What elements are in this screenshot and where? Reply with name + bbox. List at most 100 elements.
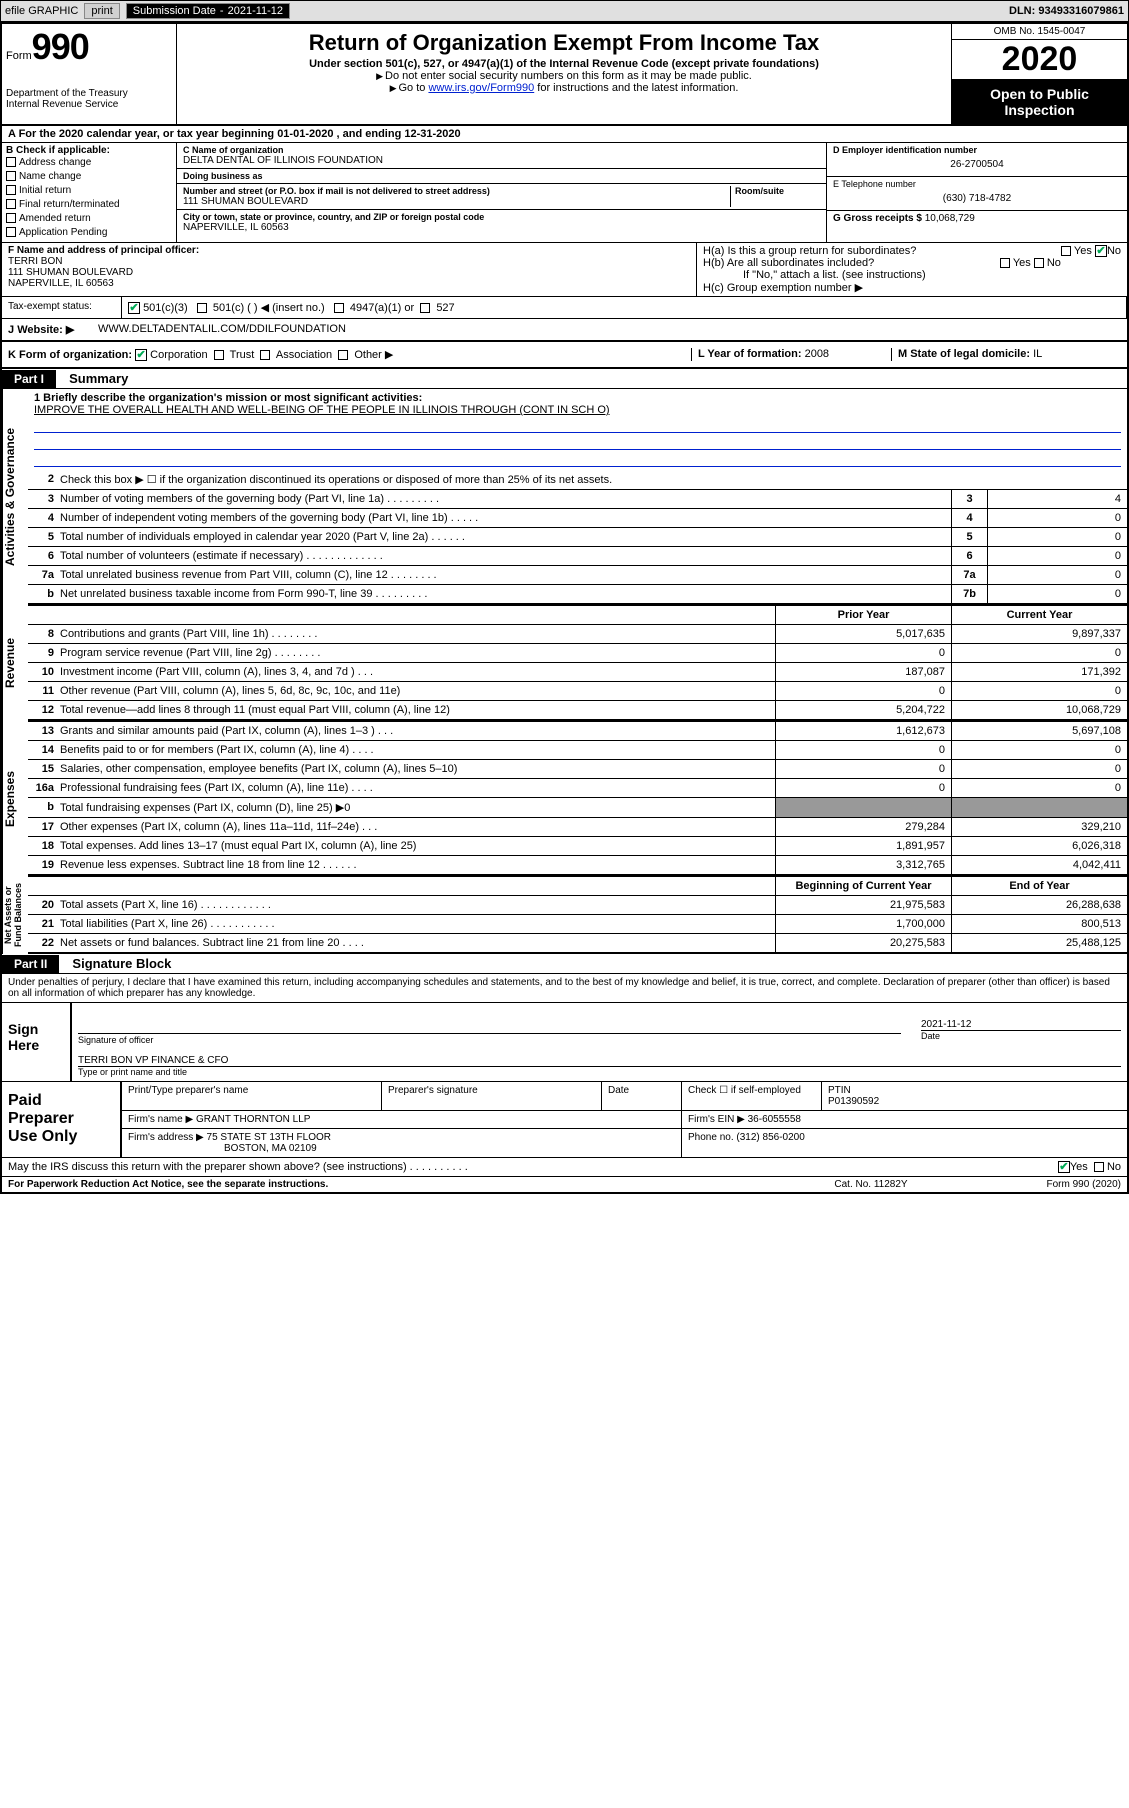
form-header: Form990 Department of the Treasury Inter… [2,24,1127,126]
part2-title: Signature Block [62,954,181,973]
vlabel-revenue: Revenue [2,605,28,721]
section-bcdeg: B Check if applicable: Address change Na… [2,143,1127,243]
sign-here-block: Sign Here Signature of officer 2021-11-1… [2,1003,1127,1081]
sec-revenue: Revenue Prior Year Current Year 8Contrib… [2,605,1127,721]
c-city-value: NAPERVILLE, IL 60563 [183,222,820,233]
gov-line-2: 2Check this box ▶ ☐ if the organization … [28,470,1127,489]
line-20: 20Total assets (Part X, line 16) . . . .… [28,895,1127,914]
l-year: L Year of formation: 2008 [691,348,891,361]
g-gross-value: 10,068,729 [925,213,975,224]
discuss-text: May the IRS discuss this return with the… [8,1161,1058,1173]
signature-line[interactable]: Signature of officer [78,1033,901,1045]
mission-text: IMPROVE THE OVERALL HEALTH AND WELL-BEIN… [34,404,1121,416]
line-18: 18Total expenses. Add lines 13–17 (must … [28,836,1127,855]
discuss-row: May the IRS discuss this return with the… [2,1157,1127,1176]
note-ssn: Do not enter social security numbers on … [183,70,945,82]
line-8: 8Contributions and grants (Part VIII, li… [28,624,1127,643]
line-16a: 16aProfessional fundraising fees (Part I… [28,778,1127,797]
print-button[interactable]: print [84,3,119,19]
line-10: 10Investment income (Part VIII, column (… [28,662,1127,681]
d-ein-value: 26-2700504 [833,155,1121,174]
firm-addr1: 75 STATE ST 13TH FLOOR [207,1132,331,1143]
c-dba-label: Doing business as [183,171,820,181]
form-body: Form990 Department of the Treasury Inter… [0,22,1129,1194]
header-center: Return of Organization Exempt From Incom… [177,24,952,124]
f-addr2: NAPERVILLE, IL 60563 [8,278,690,289]
line-12: 12Total revenue—add lines 8 through 11 (… [28,700,1127,719]
firm-name-value: GRANT THORNTON LLP [196,1114,310,1125]
e-phone-value: (630) 718-4782 [833,189,1121,208]
line-11: 11Other revenue (Part VIII, column (A), … [28,681,1127,700]
gov-line-6: 6Total number of volunteers (estimate if… [28,546,1127,565]
part2-badge: Part II [2,955,59,973]
vlabel-governance: Activities & Governance [2,389,28,605]
firm-ein-label: Firm's EIN ▶ [688,1114,745,1125]
line-14: 14Benefits paid to or for members (Part … [28,740,1127,759]
b-opt-amended[interactable]: Amended return [6,212,172,226]
tax-year: 2020 [952,40,1127,80]
line1-mission: 1 Briefly describe the organization's mi… [28,389,1127,470]
top-toolbar: efile GRAPHIC print Submission Date - 20… [0,0,1129,22]
firm-addr-label: Firm's address ▶ [128,1132,204,1143]
c-name-label: C Name of organization [183,145,820,155]
open-public-badge: Open to Public Inspection [952,80,1127,124]
f-label: F Name and address of principal officer: [8,245,690,256]
sig-date-value: 2021-11-12 [921,1019,1121,1030]
j-value: WWW.DELTADENTALIL.COM/DDILFOUNDATION [98,323,1121,336]
sig-date-label: Date [921,1030,1121,1041]
section-i: Tax-exempt status: ✔ 501(c)(3) 501(c) ( … [2,297,1127,319]
h-b: H(b) Are all subordinates included? Yes … [703,257,1121,269]
h-c: H(c) Group exemption number ▶ [703,281,1121,294]
c-room-label: Room/suite [735,186,820,196]
b-opt-final[interactable]: Final return/terminated [6,198,172,212]
line-9: 9Program service revenue (Part VIII, lin… [28,643,1127,662]
rev-col-headers: Prior Year Current Year [28,605,1127,624]
section-deg: D Employer identification number 26-2700… [827,143,1127,242]
period-line: A For the 2020 calendar year, or tax yea… [2,126,1127,143]
prep-date-label: Date [602,1082,682,1110]
prep-print-label: Print/Type preparer's name [122,1082,382,1110]
c-street-label: Number and street (or P.O. box if mail i… [183,186,730,196]
check-501c3-icon: ✔ [128,302,140,314]
irs-link[interactable]: www.irs.gov/Form990 [428,82,534,94]
b-opt-name[interactable]: Name change [6,170,172,184]
line-17: 17Other expenses (Part IX, column (A), l… [28,817,1127,836]
m-state: M State of legal domicile: IL [891,348,1121,361]
prep-check-label: Check ☐ if self-employed [682,1082,822,1110]
omb-number: OMB No. 1545-0047 [952,24,1127,40]
c-name-value: DELTA DENTAL OF ILLINOIS FOUNDATION [183,155,820,166]
gov-line-5: 5Total number of individuals employed in… [28,527,1127,546]
part1-title: Summary [59,369,138,388]
b-opt-address[interactable]: Address change [6,156,172,170]
b-heading: B Check if applicable: [6,145,172,156]
section-fh: F Name and address of principal officer:… [2,243,1127,297]
dept-label: Department of the Treasury Internal Reve… [6,88,172,110]
sig-declaration: Under penalties of perjury, I declare th… [2,974,1127,1003]
section-f: F Name and address of principal officer:… [2,243,697,296]
part1-badge: Part I [2,370,56,388]
hdr-prior: Prior Year [775,606,951,624]
part1-header: Part I Summary [2,369,1127,389]
section-j: J Website: ▶ WWW.DELTADENTALIL.COM/DDILF… [2,319,1127,342]
h-a: H(a) Is this a group return for subordin… [703,245,1121,257]
line-21: 21Total liabilities (Part X, line 26) . … [28,914,1127,933]
sec-expenses: Expenses 13Grants and similar amounts pa… [2,721,1127,876]
discuss-yn: ✔Yes No [1058,1161,1121,1173]
page-footer: For Paperwork Reduction Act Notice, see … [2,1176,1127,1192]
i-label: Tax-exempt status: [2,297,122,318]
b-opt-initial[interactable]: Initial return [6,184,172,198]
prep-ptin-value: P01390592 [828,1096,1121,1107]
vlabel-netassets: Net Assets or Fund Balances [2,876,28,954]
form-number: Form990 [6,26,172,68]
f-addr1: 111 SHUMAN BOULEVARD [8,267,690,278]
sec-governance: Activities & Governance 1 Briefly descri… [2,389,1127,605]
gov-line-3: 3Number of voting members of the governi… [28,489,1127,508]
sig-name-label: Type or print name and title [78,1066,1121,1077]
gov-line-4: 4Number of independent voting members of… [28,508,1127,527]
firm-phone-label: Phone no. [688,1132,734,1143]
e-phone-label: E Telephone number [833,179,1121,189]
section-klm: K Form of organization: ✔ Corporation Tr… [2,342,1127,369]
b-opt-pending[interactable]: Application Pending [6,226,172,240]
sig-name-title: TERRI BON VP FINANCE & CFO [78,1055,1121,1066]
hdr-current: Current Year [951,606,1127,624]
